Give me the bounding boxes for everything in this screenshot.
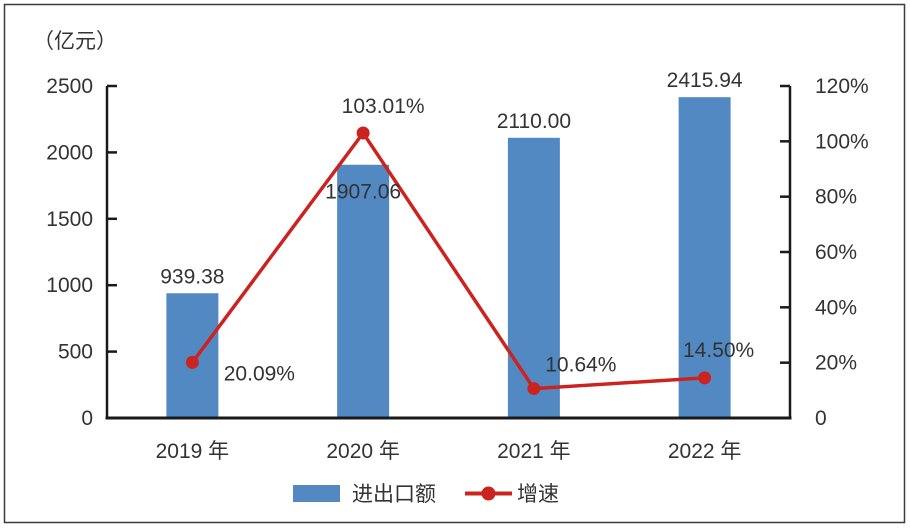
tick-labels-layer: 0 500 1000 1500 2000 2500 0 20% 40% 60% 80% 100% 120… bbox=[46, 75, 868, 430]
left-axis-tick-label: 0 bbox=[81, 407, 93, 430]
x-axis-label-2019: 2019 年 bbox=[156, 440, 230, 463]
figure-border bbox=[3, 3, 906, 524]
point-value-label-2021: 10.64% bbox=[545, 354, 616, 377]
legend-bar-label: 进出口额 bbox=[352, 483, 436, 506]
x-labels-layer: 2019 年 2020 年 2021 年 2022 年 bbox=[156, 440, 742, 463]
point-value-label-2022: 14.50% bbox=[683, 339, 754, 362]
right-axis-tick-label: 80% bbox=[815, 186, 857, 209]
right-axis-tick-label: 0 bbox=[815, 407, 827, 430]
bar-value-label-2021: 2110.00 bbox=[497, 110, 571, 133]
left-axis-tick-label: 2000 bbox=[46, 141, 93, 164]
left-axis-tick-label: 500 bbox=[58, 341, 93, 364]
x-axis-label-2022: 2022 年 bbox=[668, 440, 742, 463]
x-axis-label-2020: 2020 年 bbox=[326, 440, 400, 463]
line-point-2021 bbox=[527, 382, 541, 396]
line-point-2022 bbox=[698, 371, 712, 385]
left-axis-tick-label: 2500 bbox=[46, 75, 93, 98]
growth-line bbox=[190, 129, 705, 391]
bar-2020 bbox=[337, 164, 390, 418]
right-axis-tick-label: 40% bbox=[815, 296, 857, 319]
point-value-label-2019: 20.09% bbox=[224, 362, 295, 385]
right-axis-tick-label: 20% bbox=[815, 352, 857, 375]
legend-bar-swatch bbox=[293, 485, 340, 502]
bar-2019 bbox=[166, 293, 219, 418]
legend: 进出口额 增速 bbox=[293, 483, 559, 506]
bar-2021 bbox=[507, 137, 560, 419]
axes-layer bbox=[105, 84, 792, 420]
line-layer bbox=[185, 126, 712, 396]
left-axis-unit-label: （亿元） bbox=[33, 30, 117, 53]
data-labels-layer: 939.38 1907.06 2110.00 2415.94 20.09% 103.01%… bbox=[160, 69, 754, 385]
bar-2022 bbox=[678, 97, 731, 418]
line-point-2020 bbox=[356, 126, 370, 140]
right-axis-tick-label: 120% bbox=[815, 75, 869, 98]
right-axis-tick-label: 60% bbox=[815, 241, 857, 264]
line-point-2019 bbox=[185, 355, 199, 369]
bar-value-label-2020: 1907.06 bbox=[325, 181, 401, 204]
bar-value-label-2022: 2415.94 bbox=[667, 69, 743, 92]
left-axis-tick-label: 1000 bbox=[46, 274, 93, 297]
left-axis-tick-label: 1500 bbox=[46, 208, 93, 231]
x-axis-label-2021: 2021 年 bbox=[497, 440, 571, 463]
bars-layer bbox=[166, 97, 731, 419]
point-value-label-2020: 103.01% bbox=[342, 95, 425, 118]
right-axis-tick-label: 100% bbox=[815, 130, 869, 153]
legend-line-dot bbox=[481, 486, 496, 501]
bar-value-label-2019: 939.38 bbox=[160, 265, 224, 288]
legend-line-label: 增速 bbox=[517, 483, 559, 506]
